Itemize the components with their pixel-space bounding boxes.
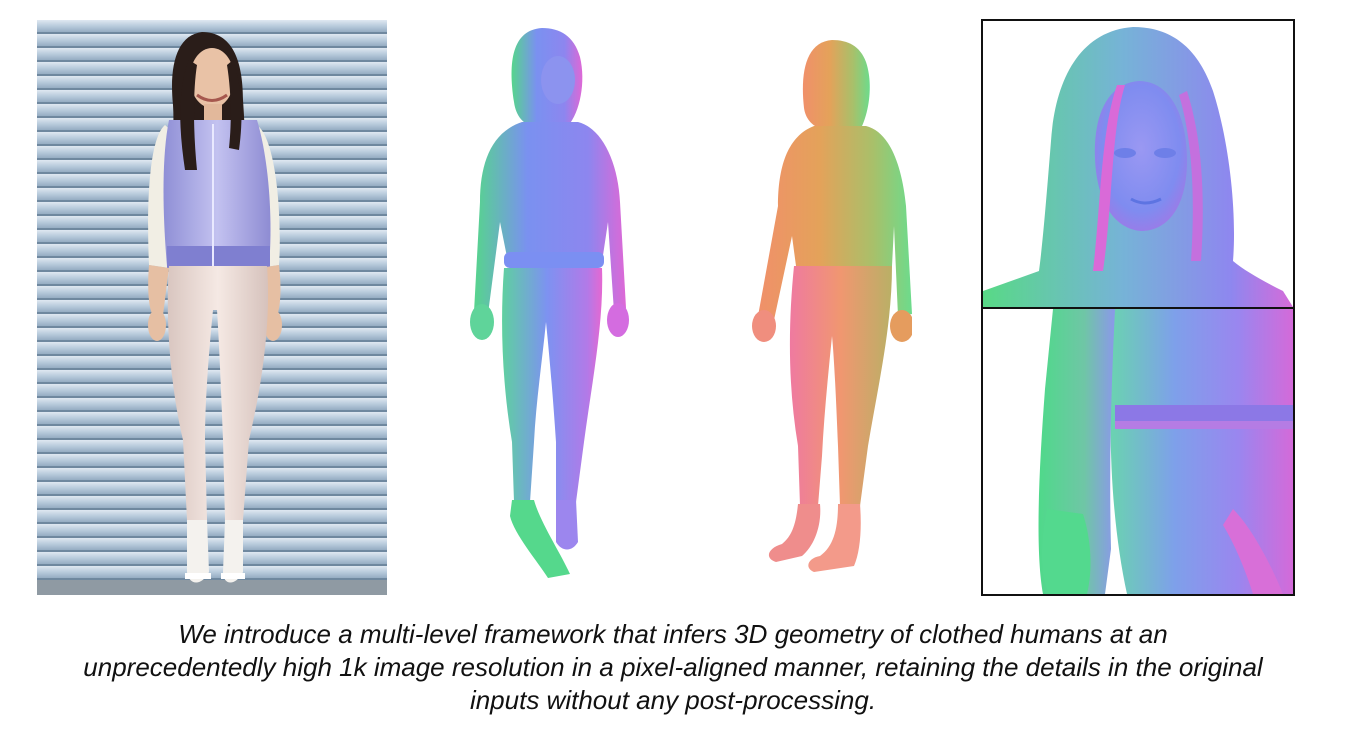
zoom-face-detail	[983, 21, 1293, 309]
zoom-face-image	[983, 21, 1293, 307]
zoom-torso-detail	[983, 309, 1293, 594]
caption-line: inputs without any post-processing.	[469, 685, 877, 715]
input-photo	[37, 20, 387, 595]
back-normal-render	[742, 36, 912, 584]
figure-caption: We introduce a multi-level framework tha…	[0, 618, 1346, 717]
figure-row	[37, 19, 1295, 596]
zoomed-details	[981, 19, 1295, 596]
caption-line: unprecedentedly high 1k image resolution…	[83, 652, 1263, 682]
back-normal-render-image	[752, 40, 912, 572]
input-photo-image	[37, 20, 387, 595]
caption-line: We introduce a multi-level framework tha…	[178, 619, 1168, 649]
zoom-torso-image	[983, 309, 1293, 594]
front-normal-render	[452, 22, 632, 584]
front-normal-render-image	[470, 28, 629, 578]
